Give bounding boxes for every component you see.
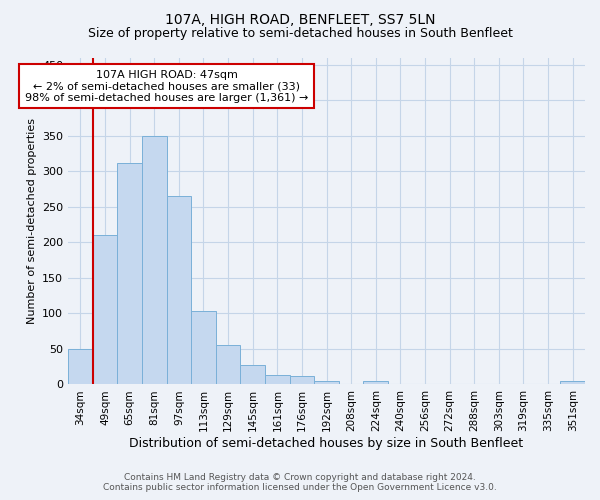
Bar — [216, 346, 241, 385]
Bar — [191, 310, 216, 384]
Bar — [290, 376, 314, 384]
Bar — [167, 196, 191, 384]
Bar — [560, 381, 585, 384]
Bar — [142, 136, 167, 384]
Bar — [68, 349, 93, 384]
Bar — [265, 375, 290, 384]
X-axis label: Distribution of semi-detached houses by size in South Benfleet: Distribution of semi-detached houses by … — [130, 437, 524, 450]
Bar — [118, 162, 142, 384]
Text: 107A, HIGH ROAD, BENFLEET, SS7 5LN: 107A, HIGH ROAD, BENFLEET, SS7 5LN — [165, 12, 435, 26]
Text: Size of property relative to semi-detached houses in South Benfleet: Size of property relative to semi-detach… — [88, 28, 512, 40]
Bar — [93, 235, 118, 384]
Bar — [241, 364, 265, 384]
Text: Contains HM Land Registry data © Crown copyright and database right 2024.
Contai: Contains HM Land Registry data © Crown c… — [103, 473, 497, 492]
Bar — [364, 381, 388, 384]
Text: 107A HIGH ROAD: 47sqm
← 2% of semi-detached houses are smaller (33)
98% of semi-: 107A HIGH ROAD: 47sqm ← 2% of semi-detac… — [25, 70, 308, 103]
Y-axis label: Number of semi-detached properties: Number of semi-detached properties — [26, 118, 37, 324]
Bar — [314, 381, 339, 384]
